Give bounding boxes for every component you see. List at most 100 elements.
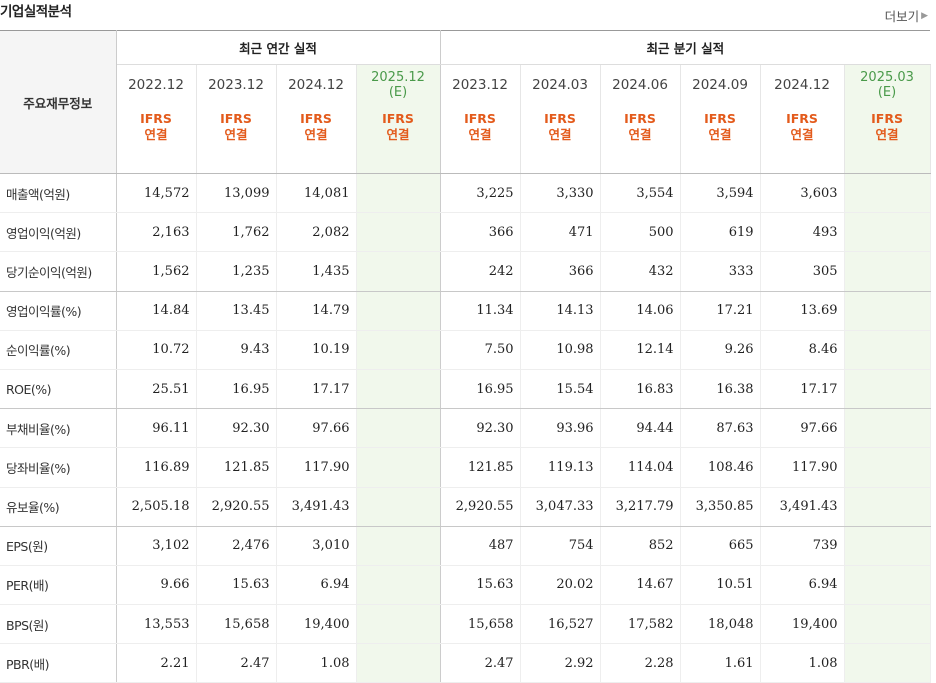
annual-value-cell: 3,491.43 [276, 487, 357, 527]
table-row: 영업이익(억원) 2,163 1,762 2,082 366 471 500 619 493 [0, 212, 931, 253]
table-row: 부채비율(%) 96.11 92.30 97.66 92.30 93.96 94.44 87.… [0, 408, 931, 449]
quarter-value-cell: 17,582 [600, 604, 681, 645]
annual-value-cell: 3,010 [276, 526, 357, 566]
row-header-title: 주요재무정보 [0, 30, 117, 174]
row-label: 당좌비율(%) [0, 447, 117, 488]
quarter-value-cell: 93.96 [520, 408, 601, 449]
annual-value-cell: 2,082 [276, 212, 357, 253]
basis-standard: IFRS [624, 111, 656, 126]
annual-value-cell [356, 212, 441, 253]
period-label: 2023.12 [208, 77, 264, 93]
quarter-value-cell: 16.95 [440, 369, 521, 410]
annual-value-cell: 1.08 [276, 643, 357, 683]
quarter-value-cell: 432 [600, 251, 681, 292]
annual-value-cell: 92.30 [196, 408, 277, 449]
annual-value-cell: 6.94 [276, 565, 357, 606]
quarter-value-cell: 15.54 [520, 369, 601, 410]
row-label: PBR(배) [0, 643, 117, 683]
quarter-value-cell: 17.17 [760, 369, 845, 410]
basis-scope: 연결 [304, 127, 328, 142]
basis-scope: 연결 [628, 127, 652, 142]
annual-value-cell: 15.63 [196, 565, 277, 606]
table-row: ROE(%) 25.51 16.95 17.17 16.95 15.54 16.83 16.3… [0, 369, 931, 410]
quarter-value-cell: 15,658 [440, 604, 521, 645]
annual-value-cell [356, 447, 441, 488]
row-label: EPS(원) [0, 526, 117, 566]
quarter-value-cell: 10.98 [520, 330, 601, 370]
accounting-basis: IFRS 연결 [196, 105, 277, 174]
basis-scope: 연결 [144, 127, 168, 142]
quarter-value-cell: 3,225 [440, 173, 521, 214]
more-link[interactable]: 더보기 ▶ [885, 6, 928, 25]
annual-value-cell: 2,476 [196, 526, 277, 566]
quarter-value-cell: 852 [600, 526, 681, 566]
quarter-value-cell: 14.13 [520, 291, 601, 331]
quarter-value-cell: 119.13 [520, 447, 601, 488]
accounting-basis: IFRS 연결 [844, 105, 931, 174]
quarter-period-header: 2024.06 [600, 64, 681, 105]
table-row: 당기순이익(억원) 1,562 1,235 1,435 242 366 432 333 305 [0, 251, 931, 292]
quarter-value-cell [844, 604, 931, 645]
annual-value-cell: 14.79 [276, 291, 357, 331]
row-label: 순이익률(%) [0, 330, 117, 370]
quarter-value-cell [844, 487, 931, 527]
annual-value-cell: 14,081 [276, 173, 357, 214]
annual-value-cell: 25.51 [116, 369, 197, 410]
quarter-period-header: 2023.12 [440, 64, 521, 105]
annual-value-cell: 116.89 [116, 447, 197, 488]
quarter-value-cell: 1.61 [680, 643, 761, 683]
period-label: 2022.12 [128, 77, 184, 93]
annual-value-cell: 1,762 [196, 212, 277, 253]
annual-value-cell: 15,658 [196, 604, 277, 645]
quarter-value-cell: 9.26 [680, 330, 761, 370]
annual-value-cell: 19,400 [276, 604, 357, 645]
quarter-value-cell: 16.38 [680, 369, 761, 410]
basis-standard: IFRS [382, 111, 414, 126]
quarter-value-cell: 242 [440, 251, 521, 292]
quarter-value-cell [844, 408, 931, 449]
annual-value-cell: 2.21 [116, 643, 197, 683]
table-row: 영업이익률(%) 14.84 13.45 14.79 11.34 14.13 14.06 17… [0, 291, 931, 331]
annual-value-cell: 9.43 [196, 330, 277, 370]
period-label: 2024.09 [692, 77, 748, 93]
quarter-value-cell: 15.63 [440, 565, 521, 606]
annual-value-cell: 2,163 [116, 212, 197, 253]
financial-table: 주요재무정보 최근 연간 실적 최근 분기 실적 2022.12 2023.12 2… [0, 30, 931, 683]
quarter-period-header: 2024.03 [520, 64, 601, 105]
quarter-value-cell: 3,594 [680, 173, 761, 214]
quarter-value-cell: 3,554 [600, 173, 681, 214]
quarter-value-cell: 7.50 [440, 330, 521, 370]
basis-scope: 연결 [224, 127, 248, 142]
row-label: 당기순이익(억원) [0, 251, 117, 292]
annual-value-cell: 13.45 [196, 291, 277, 331]
quarter-value-cell: 14.67 [600, 565, 681, 606]
annual-period-header: 2023.12 [196, 64, 277, 105]
quarter-value-cell: 333 [680, 251, 761, 292]
quarter-value-cell [844, 369, 931, 410]
quarter-value-cell: 487 [440, 526, 521, 566]
basis-scope: 연결 [708, 127, 732, 142]
row-label: 유보율(%) [0, 487, 117, 527]
table-row: PER(배) 9.66 15.63 6.94 15.63 20.02 14.67 10.51 6… [0, 565, 931, 606]
quarter-value-cell: 12.14 [600, 330, 681, 370]
basis-scope: 연결 [386, 127, 410, 142]
quarter-value-cell: 493 [760, 212, 845, 253]
quarter-value-cell: 2.92 [520, 643, 601, 683]
annual-value-cell: 1,235 [196, 251, 277, 292]
quarter-value-cell: 2.28 [600, 643, 681, 683]
quarter-value-cell: 500 [600, 212, 681, 253]
annual-value-cell: 14.84 [116, 291, 197, 331]
quarter-value-cell: 117.90 [760, 447, 845, 488]
accounting-basis: IFRS 연결 [440, 105, 521, 174]
annual-value-cell [356, 173, 441, 214]
quarter-value-cell: 14.06 [600, 291, 681, 331]
basis-standard: IFRS [140, 111, 172, 126]
quarter-value-cell: 97.66 [760, 408, 845, 449]
annual-period-header: 2025.12 (E) [356, 64, 441, 105]
quarter-value-cell: 94.44 [600, 408, 681, 449]
quarter-value-cell [844, 212, 931, 253]
period-label: 2025.12 [371, 70, 425, 85]
quarter-value-cell [844, 447, 931, 488]
quarter-value-cell [844, 330, 931, 370]
accounting-basis: IFRS 연결 [760, 105, 845, 174]
